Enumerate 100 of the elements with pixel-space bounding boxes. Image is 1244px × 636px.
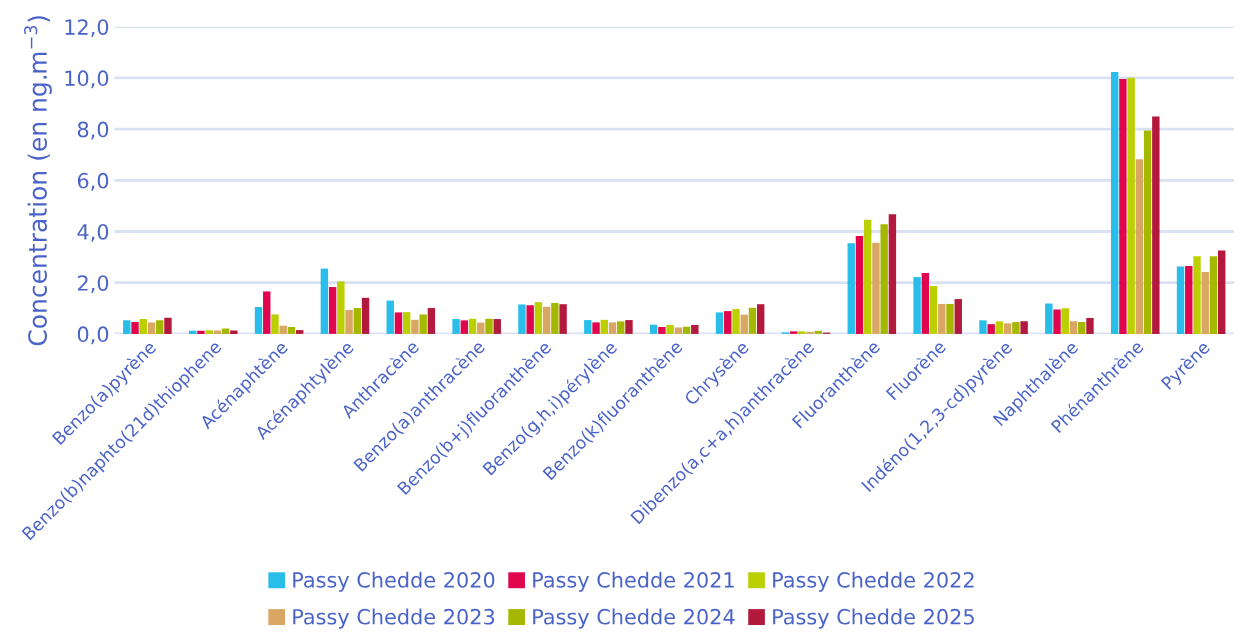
bar	[1185, 266, 1193, 334]
bar	[345, 310, 353, 334]
bar	[682, 326, 691, 334]
legend-label: Passy Chedde 2023	[293, 608, 495, 629]
bar	[419, 314, 427, 334]
bar	[542, 306, 551, 334]
bar	[1209, 256, 1218, 334]
bar	[328, 287, 337, 334]
bar	[1217, 250, 1226, 334]
bar	[477, 322, 485, 334]
bar	[361, 297, 370, 334]
bar	[1069, 321, 1078, 334]
bar	[954, 299, 962, 334]
y-tick-label: 8,0	[77, 121, 109, 140]
bar	[584, 320, 592, 334]
bar	[1176, 266, 1185, 334]
bar	[147, 322, 156, 334]
bar	[608, 322, 617, 334]
bar	[1135, 159, 1144, 334]
bar	[979, 320, 987, 334]
bar	[337, 281, 345, 334]
bar	[1086, 318, 1094, 334]
bar	[534, 302, 543, 334]
bar	[625, 320, 633, 334]
bar	[1053, 309, 1061, 334]
bar	[649, 324, 658, 334]
y-tick-label: 6,0	[77, 172, 109, 191]
bar	[666, 324, 674, 334]
bar	[1143, 130, 1152, 334]
bar	[872, 242, 880, 334]
bar	[1061, 308, 1069, 334]
bar	[929, 286, 938, 334]
legend-label: Passy Chedde 2025	[773, 608, 974, 629]
bar	[789, 331, 798, 334]
bar	[559, 304, 567, 334]
bar	[592, 322, 600, 334]
bar	[888, 214, 897, 334]
bar	[485, 318, 493, 334]
bar	[600, 319, 608, 334]
bar	[460, 320, 469, 334]
bar	[123, 320, 131, 334]
y-tick-label: 12,0	[65, 19, 109, 38]
bar	[205, 330, 213, 334]
bar	[394, 312, 403, 334]
bar	[279, 325, 287, 334]
bar	[131, 322, 139, 334]
bar	[1078, 322, 1086, 334]
bar	[691, 324, 699, 334]
bar	[938, 303, 946, 334]
bar	[806, 331, 814, 334]
legend-label: Passy Chedde 2022	[773, 571, 974, 592]
legend-label: Passy Chedde 2020	[293, 571, 495, 592]
bar	[230, 330, 238, 334]
bar	[263, 291, 271, 334]
bar	[1012, 322, 1020, 334]
bar	[756, 304, 765, 334]
bar	[320, 268, 329, 334]
y-tick-label: 10,0	[65, 70, 109, 89]
bar	[1201, 271, 1209, 334]
bar	[1110, 72, 1119, 334]
bar	[287, 326, 296, 334]
bar	[748, 307, 757, 334]
bar	[1152, 116, 1160, 334]
bar	[847, 243, 855, 334]
legend-label: Passy Chedde 2024	[533, 608, 735, 629]
bar	[386, 300, 394, 334]
bar	[353, 308, 362, 334]
bar	[156, 320, 164, 334]
bar	[1127, 77, 1135, 334]
bar	[493, 319, 501, 334]
bar	[254, 307, 263, 334]
bar	[855, 236, 864, 334]
bar	[271, 314, 279, 334]
bar	[452, 319, 460, 334]
bar	[995, 321, 1004, 334]
bar	[740, 314, 748, 334]
bar	[1003, 323, 1012, 334]
bar	[402, 312, 411, 334]
bar	[295, 330, 304, 334]
bar	[864, 219, 872, 334]
bar	[724, 311, 732, 334]
bar	[518, 304, 526, 334]
bar	[551, 302, 559, 334]
y-tick-label: 4,0	[77, 223, 109, 242]
y-tick-label: 2,0	[77, 275, 109, 294]
bar	[715, 312, 724, 334]
bar	[427, 308, 436, 334]
bar	[987, 324, 995, 334]
bar	[1045, 303, 1053, 334]
bar	[1020, 321, 1028, 334]
bar	[617, 321, 625, 334]
legend-label: Passy Chedde 2021	[533, 571, 734, 592]
bar	[913, 277, 921, 334]
bar	[164, 317, 172, 334]
bar	[188, 330, 197, 334]
bar	[946, 303, 954, 334]
bar	[732, 309, 740, 334]
bar	[1193, 256, 1201, 334]
bar	[197, 330, 205, 334]
bar	[1119, 78, 1127, 334]
